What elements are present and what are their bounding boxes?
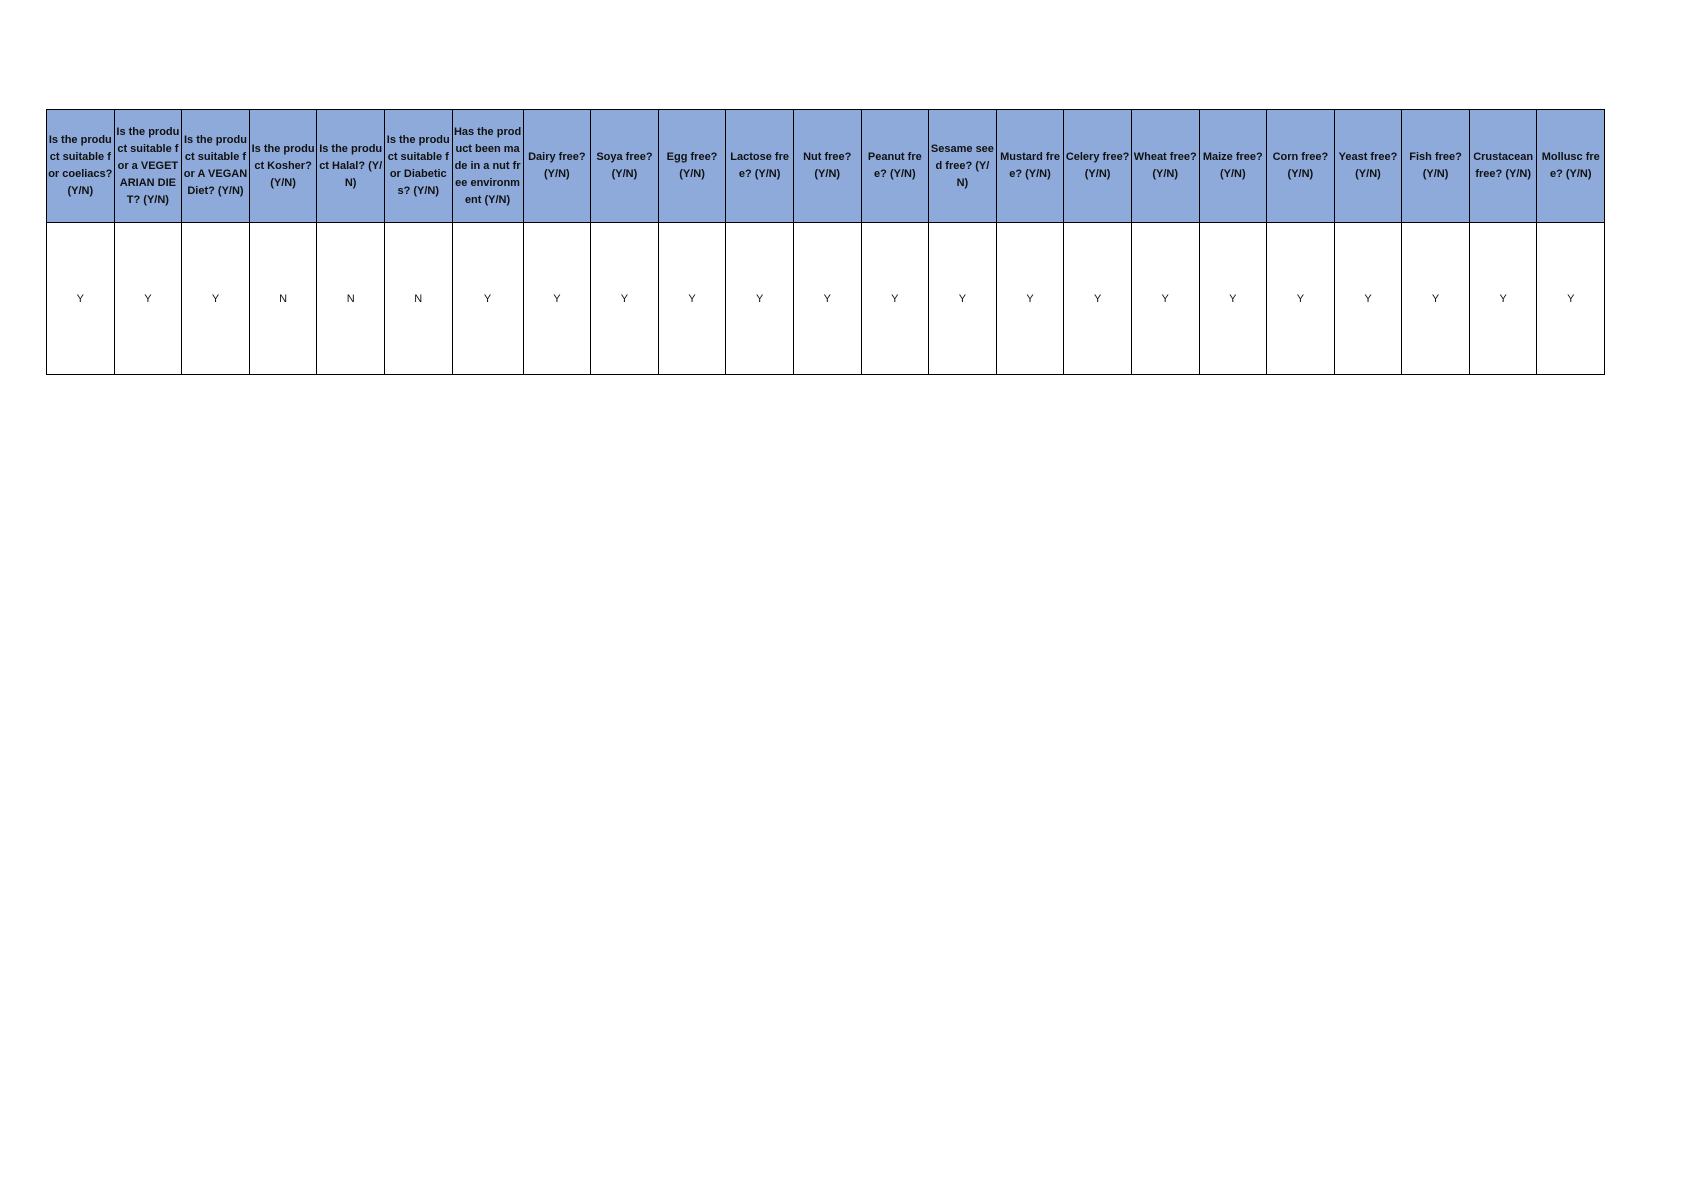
cell: Y <box>1401 222 1470 375</box>
column-header: Sesame seed free? (Y/N) <box>928 109 997 223</box>
column-header: Corn free? (Y/N) <box>1266 109 1335 223</box>
cell: Y <box>1536 222 1606 375</box>
cell: Y <box>451 222 524 375</box>
column-header: Nut free? (Y/N) <box>792 109 862 223</box>
column-header: Has the product been made in a nut free … <box>451 109 524 223</box>
cell: Y <box>46 222 115 375</box>
column-header: Soya free? (Y/N) <box>590 109 659 223</box>
cell: Y <box>928 222 997 375</box>
cell: Y <box>181 222 250 375</box>
cell: Y <box>590 222 659 375</box>
column-header: Is the product suitable for Diabetics? (… <box>383 109 453 223</box>
column-header: Crustacean free? (Y/N) <box>1468 109 1538 223</box>
cell: N <box>383 222 453 375</box>
cell: Y <box>860 222 930 375</box>
column-header: Peanut free? (Y/N) <box>860 109 930 223</box>
cell: Y <box>1198 222 1268 375</box>
column-header: Mollusc free? (Y/N) <box>1536 109 1606 223</box>
column-header: Egg free? (Y/N) <box>657 109 727 223</box>
cell: N <box>316 222 385 375</box>
header-row: Is the product suitable for coeliacs? (Y… <box>46 109 1606 223</box>
cell: Y <box>1130 222 1200 375</box>
column-header: Celery free? (Y/N) <box>1063 109 1132 223</box>
allergen-table: Is the product suitable for coeliacs? (Y… <box>46 109 1606 375</box>
cell: Y <box>522 222 592 375</box>
cell: Y <box>657 222 727 375</box>
cell: Y <box>1468 222 1538 375</box>
cell: Y <box>113 222 183 375</box>
cell: Y <box>1063 222 1132 375</box>
column-header: Fish free? (Y/N) <box>1401 109 1470 223</box>
column-header: Dairy free? (Y/N) <box>522 109 592 223</box>
column-header: Maize free? (Y/N) <box>1198 109 1268 223</box>
cell: Y <box>1266 222 1335 375</box>
column-header: Is the product suitable for coeliacs? (Y… <box>46 109 115 223</box>
cell: Y <box>995 222 1065 375</box>
column-header: Is the product Halal? (Y/N) <box>316 109 385 223</box>
column-header: Mustard free? (Y/N) <box>995 109 1065 223</box>
column-header: Yeast free? (Y/N) <box>1333 109 1403 223</box>
column-header: Is the product suitable for a VEGETARIAN… <box>113 109 183 223</box>
column-header: Is the product Kosher? (Y/N) <box>248 109 318 223</box>
cell: Y <box>725 222 794 375</box>
cell: Y <box>1333 222 1403 375</box>
cell: Y <box>792 222 862 375</box>
column-header: Wheat free? (Y/N) <box>1130 109 1200 223</box>
column-header: Is the product suitable for A VEGAN Diet… <box>181 109 250 223</box>
column-header: Lactose free? (Y/N) <box>725 109 794 223</box>
cell: N <box>248 222 318 375</box>
